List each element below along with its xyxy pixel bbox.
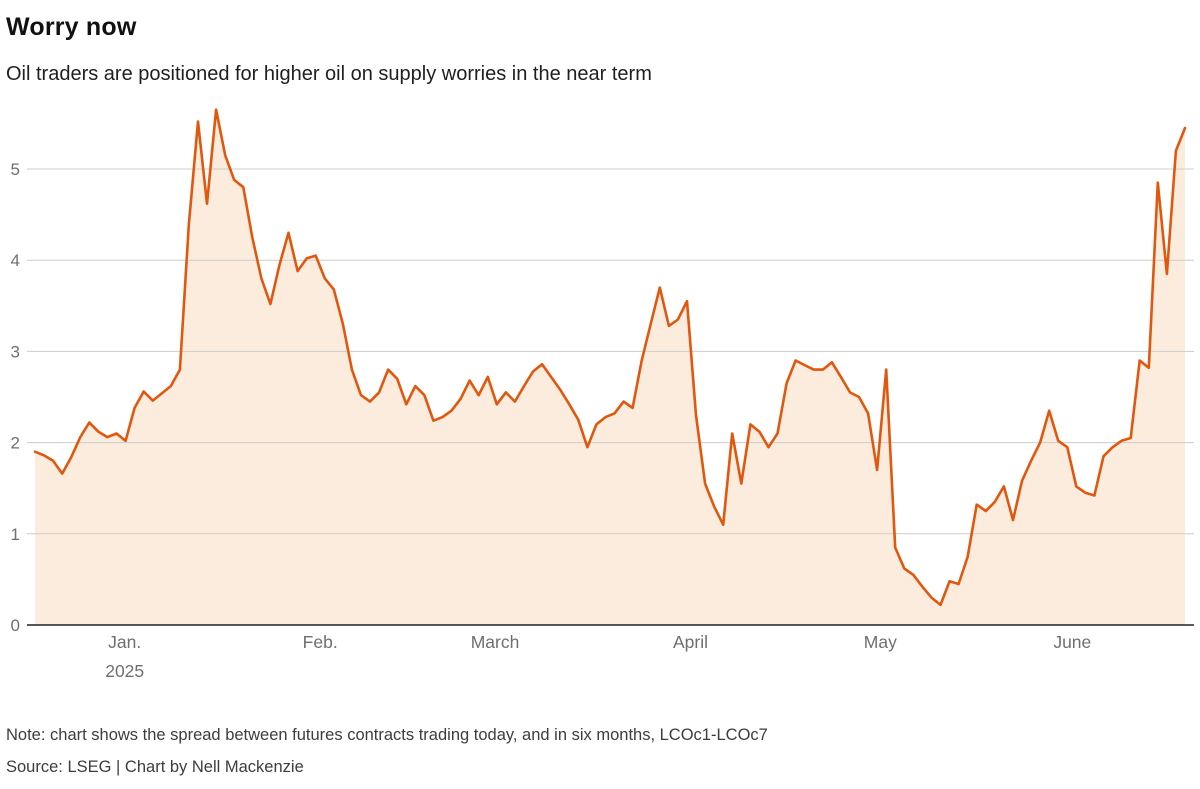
y-tick-label: 2 [11, 434, 20, 453]
y-tick-label: 5 [11, 160, 20, 179]
x-tick-sublabel: 2025 [105, 661, 144, 681]
y-tick-label: 3 [11, 342, 20, 361]
spread-line [33, 108, 1187, 607]
x-tick-label: June [1053, 632, 1091, 652]
y-tick-label: 4 [11, 251, 20, 270]
chart-title: Worry now [6, 13, 137, 41]
x-tick-label: April [673, 632, 708, 652]
y-tick-label: 0 [11, 616, 20, 635]
chart-source: Source: LSEG | Chart by Nell Mackenzie [6, 757, 304, 776]
spread-area-chart: 0 1 2 3 4 5 Jan. 2025 Feb. March April May June [11, 108, 1194, 681]
chart-note: Note: chart shows the spread between fut… [6, 726, 768, 744]
x-tick-label: Jan. [108, 632, 141, 652]
x-tick-label: Feb. [303, 632, 338, 652]
area-fill [35, 109, 1185, 625]
chart-subtitle: Oil traders are positioned for higher oi… [6, 63, 652, 85]
x-tick-label: March [471, 632, 520, 652]
y-tick-label: 1 [11, 525, 20, 544]
x-tick-label: May [864, 632, 897, 652]
